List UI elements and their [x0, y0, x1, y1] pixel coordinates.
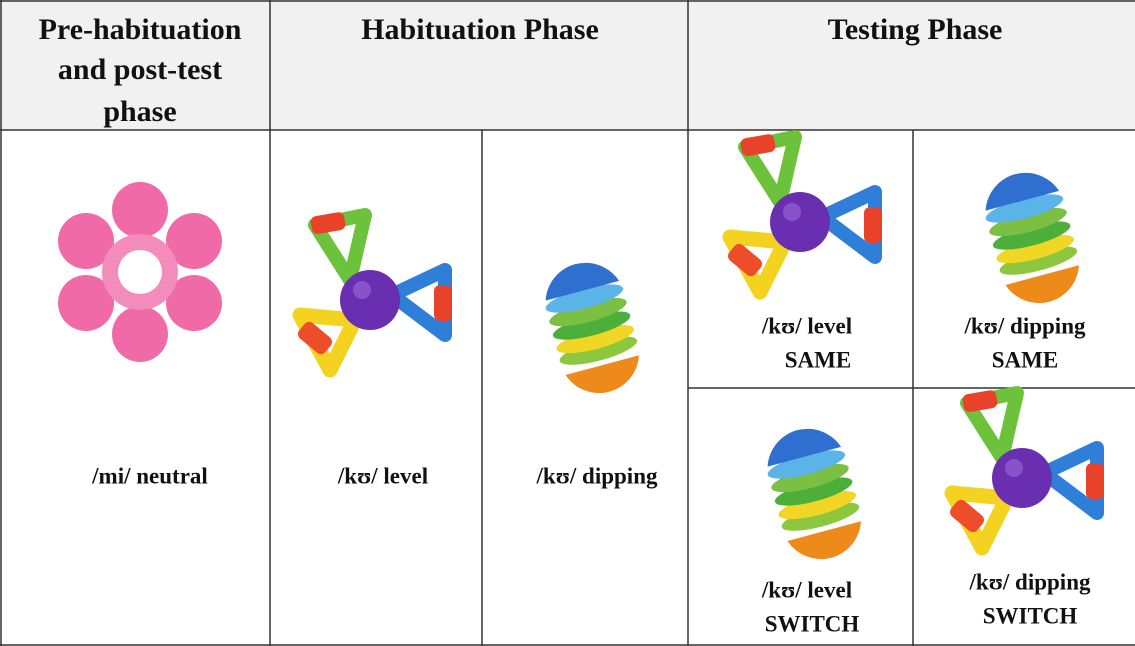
- toy-rattle: [726, 133, 882, 292]
- toy-stacker: [536, 253, 648, 403]
- cell-condition: SWITCH: [983, 603, 1078, 628]
- toy-rattle: [296, 211, 452, 370]
- toy-stacker: [976, 163, 1088, 313]
- cell-condition: SAME: [785, 347, 851, 372]
- cell-label: /kʊ/ level: [337, 463, 428, 488]
- cell-label: /kʊ/ level: [761, 313, 852, 338]
- cell-condition: SAME: [992, 347, 1058, 372]
- toy-flower: [58, 182, 222, 362]
- header-text: Testing Phase: [828, 13, 1003, 46]
- cell-label: /kʊ/ dipping: [964, 313, 1086, 338]
- header-background: [0, 0, 1135, 130]
- cell-condition: SWITCH: [765, 611, 860, 636]
- cell-label: /kʊ/ dipping: [536, 463, 658, 488]
- toy-stacker: [758, 419, 870, 569]
- header-text: phase: [103, 95, 176, 128]
- toy-rattle: [948, 389, 1104, 548]
- header-text: and post-test: [58, 53, 222, 86]
- cell-label: /kʊ/ level: [761, 577, 852, 602]
- header-text: Pre-habituation: [39, 13, 242, 46]
- cell-label: /kʊ/ dipping: [969, 569, 1091, 594]
- header-text: Habituation Phase: [361, 13, 599, 46]
- cell-label: /mi/ neutral: [91, 463, 208, 488]
